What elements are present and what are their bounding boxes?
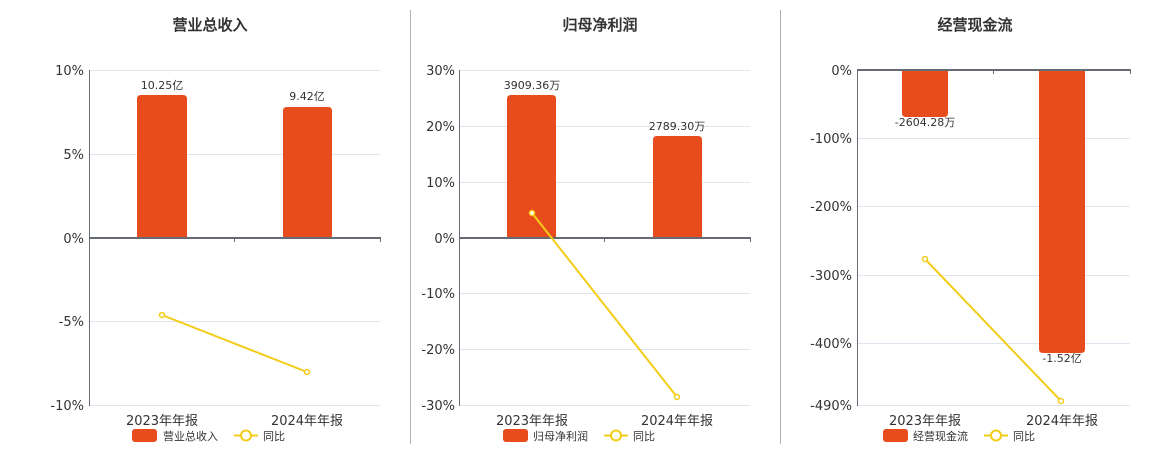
- bars: [507, 95, 702, 238]
- svg-text:同比: 同比: [1013, 430, 1035, 443]
- svg-text:营业总收入: 营业总收入: [163, 429, 218, 443]
- yoy-point-2023[interactable]: [921, 255, 929, 263]
- svg-text:同比: 同比: [263, 430, 285, 443]
- divider: [780, 10, 781, 444]
- svg-text:0%: 0%: [831, 64, 852, 79]
- svg-text:-5%: -5%: [59, 315, 84, 330]
- yoy-point-2024[interactable]: [673, 393, 681, 401]
- yoy-point-2023[interactable]: [158, 311, 166, 319]
- svg-text:-200%: -200%: [810, 200, 852, 215]
- y-axis-labels: 0% -100% -200% -300% -400% -490%: [810, 64, 852, 414]
- grid-lines: [89, 70, 380, 406]
- bar-value-labels: 10.25亿 9.42亿: [141, 79, 325, 103]
- bars: [902, 70, 1085, 353]
- bar-2024[interactable]: [1039, 70, 1085, 353]
- svg-text:0%: 0%: [434, 232, 455, 247]
- bar-value-labels: 3909.36万 2789.30万: [504, 79, 706, 133]
- chart-title: 归母净利润: [562, 16, 638, 34]
- yoy-point-2023[interactable]: [528, 209, 536, 217]
- divider: [410, 10, 411, 444]
- svg-text:2023年年报: 2023年年报: [126, 414, 198, 429]
- x-axis-labels: 2023年年报 2024年年报: [126, 414, 343, 429]
- svg-text:同比: 同比: [633, 430, 655, 443]
- grid-lines: [857, 138, 1130, 406]
- bar-2023[interactable]: [137, 95, 187, 238]
- svg-text:30%: 30%: [426, 64, 455, 79]
- yoy-line: [921, 255, 1065, 405]
- svg-text:-10%: -10%: [50, 399, 84, 414]
- x-axis-labels: 2023年年报 2024年年报: [496, 414, 713, 429]
- y-axis-labels: 30% 20% 10% 0% -10% -20% -30%: [421, 64, 455, 414]
- legend[interactable]: 经营现金流 同比: [883, 429, 1035, 443]
- svg-text:-20%: -20%: [421, 343, 455, 358]
- legend-bar-swatch: [503, 429, 528, 442]
- bar-value-labels: -2604.28万 -1.52亿: [895, 116, 1082, 365]
- yoy-line: [158, 311, 311, 376]
- svg-text:-30%: -30%: [421, 399, 455, 414]
- chart-title: 经营现金流: [937, 16, 1013, 34]
- legend[interactable]: 归母净利润 同比: [503, 429, 655, 443]
- svg-text:5%: 5%: [63, 148, 84, 163]
- chart-title: 营业总收入: [172, 16, 248, 34]
- svg-text:-10%: -10%: [421, 287, 455, 302]
- x-axis: [459, 237, 751, 242]
- svg-text:-300%: -300%: [810, 269, 852, 284]
- svg-text:2024年年报: 2024年年报: [271, 414, 343, 429]
- yoy-point-2024[interactable]: [1057, 397, 1065, 405]
- legend-line-marker-icon: [990, 429, 1002, 442]
- svg-text:-1.52亿: -1.52亿: [1042, 352, 1081, 365]
- revenue-chart-svg: 10% 5% 0% -5% -10% 10.25亿 9.42亿 2023年年报 …: [50, 64, 381, 443]
- legend-bar-swatch: [132, 429, 157, 442]
- x-axis-labels: 2023年年报 2024年年报: [889, 414, 1098, 429]
- svg-text:20%: 20%: [426, 120, 455, 135]
- svg-text:10%: 10%: [55, 64, 84, 79]
- y-axis-labels: 10% 5% 0% -5% -10%: [50, 64, 84, 414]
- bar-2023[interactable]: [507, 95, 556, 238]
- svg-text:2023年年报: 2023年年报: [496, 414, 568, 429]
- svg-text:-2604.28万: -2604.28万: [895, 116, 955, 129]
- bars: [137, 95, 332, 238]
- svg-text:-400%: -400%: [810, 337, 852, 352]
- svg-text:归母净利润: 归母净利润: [533, 429, 588, 443]
- svg-text:0%: 0%: [63, 232, 84, 247]
- x-axis: [857, 69, 1131, 74]
- bar-2024[interactable]: [653, 136, 702, 238]
- svg-text:经营现金流: 经营现金流: [913, 429, 968, 443]
- bar-2023[interactable]: [902, 70, 948, 117]
- svg-text:-100%: -100%: [810, 132, 852, 147]
- svg-text:2024年年报: 2024年年报: [641, 414, 713, 429]
- svg-text:3909.36万: 3909.36万: [504, 79, 561, 92]
- legend-line-marker-icon: [240, 429, 252, 442]
- svg-text:10%: 10%: [426, 176, 455, 191]
- x-axis: [89, 237, 381, 242]
- legend-bar-swatch: [883, 429, 908, 442]
- chart-panel-revenue: 营业总收入 10% 5% 0% -5% -10% 10.25亿 9.42亿: [0, 0, 410, 450]
- legend-line-marker-icon: [610, 429, 622, 442]
- legend[interactable]: 营业总收入 同比: [132, 429, 285, 443]
- bar-2024[interactable]: [283, 107, 332, 238]
- yoy-line: [528, 209, 681, 401]
- net-profit-chart-svg: 30% 20% 10% 0% -10% -20% -30% 3909.36万 2…: [421, 64, 751, 443]
- yoy-point-2024[interactable]: [303, 368, 311, 376]
- chart-panel-net-profit: 归母净利润 30% 20% 10% 0% -10% -20% -30% 3909…: [421, 16, 751, 443]
- svg-text:9.42亿: 9.42亿: [289, 90, 325, 103]
- svg-text:2023年年报: 2023年年报: [889, 414, 961, 429]
- svg-text:2789.30万: 2789.30万: [649, 120, 706, 133]
- svg-text:-490%: -490%: [810, 399, 852, 414]
- svg-text:10.25亿: 10.25亿: [141, 79, 184, 92]
- svg-text:2024年年报: 2024年年报: [1026, 414, 1098, 429]
